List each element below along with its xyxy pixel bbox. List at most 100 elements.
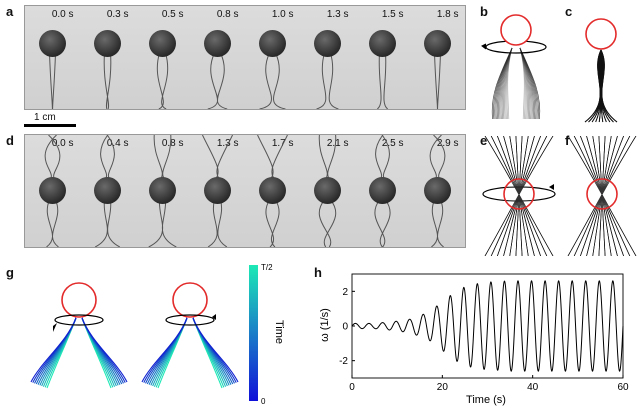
- rotation-arrow: [482, 186, 556, 202]
- photo-frame: 0.0 s: [25, 6, 81, 109]
- fiber-pair: [49, 52, 56, 109]
- sphere: [424, 177, 451, 204]
- panel-label-e: e: [480, 133, 488, 148]
- photo-frame: 0.5 s: [135, 6, 191, 109]
- panel-e-diagram: [482, 136, 556, 256]
- panel-b-diagram: [481, 14, 547, 120]
- frame-time-label: 0.8 s: [216, 9, 239, 20]
- photo-frame: 0.8 s: [135, 135, 191, 247]
- sphere: [424, 30, 451, 57]
- fiber-line: [600, 49, 618, 123]
- panel-g-diagram: T/2 0 Time: [30, 263, 285, 406]
- fiber-line: [519, 47, 532, 120]
- colorbar-top-label: T/2: [261, 263, 273, 272]
- arrow-head: [481, 43, 487, 50]
- panel-label-b: b: [480, 4, 488, 19]
- frame-time-label: 2.1 s: [326, 138, 349, 149]
- x-tick-label: 60: [617, 382, 629, 393]
- fiber-line: [567, 136, 637, 256]
- frame-time-label: 0.0 s: [51, 138, 74, 149]
- photo-frame: 1.0 s: [245, 6, 301, 109]
- panel-f-diagram: [567, 136, 637, 256]
- fiber-pair: [259, 52, 286, 109]
- photo-frame: 1.8 s: [410, 6, 465, 109]
- sphere: [149, 30, 176, 57]
- y-tick-label: 2: [342, 287, 348, 298]
- sphere: [259, 177, 286, 204]
- x-axis-label: Time (s): [466, 394, 506, 406]
- fiber-pair: [148, 135, 177, 247]
- fiber-pair: [207, 52, 228, 109]
- sphere: [94, 30, 121, 57]
- rotation-arrow: [54, 314, 104, 326]
- fiber-pair: [316, 52, 339, 109]
- chart-h: Time (s) ω (1/s) 0 20 40 60 -2 0 2: [319, 273, 629, 406]
- frame-time-label: 0.5 s: [161, 9, 184, 20]
- fiber-line: [519, 47, 526, 120]
- panel-label-f: f: [565, 133, 570, 148]
- sphere-outline: [172, 282, 208, 318]
- frame-time-label: 1.3 s: [326, 9, 349, 20]
- photo-strip-a: 0.0 s 0.3 s 0.5 s 0.8 s 1.0 s 1.3 s 1.5 s 1.8 s: [24, 5, 466, 110]
- sphere-outline: [586, 178, 618, 210]
- fiber-pair: [434, 52, 441, 109]
- panel-label-h: h: [314, 265, 322, 280]
- sphere: [314, 30, 341, 57]
- sphere: [204, 177, 231, 204]
- sphere: [94, 177, 121, 204]
- sphere: [39, 177, 66, 204]
- photo-frame: 1.5 s: [355, 6, 411, 109]
- colorbar: [249, 265, 258, 401]
- sphere-outline: [61, 282, 97, 318]
- panel-label-d: d: [6, 133, 14, 148]
- photo-frame: 0.8 s: [190, 6, 246, 109]
- sphere-outline: [500, 14, 532, 46]
- photo-frame: 2.1 s: [300, 135, 356, 247]
- sphere-outline: [503, 178, 535, 210]
- photo-frame: 2.5 s: [355, 135, 411, 247]
- panel-label-a: a: [6, 4, 14, 19]
- frame-time-label: 1.0 s: [271, 9, 294, 20]
- x-tick-label: 20: [437, 382, 449, 393]
- colorbar-title: Time: [273, 320, 285, 344]
- panel-c-diagram: [584, 18, 618, 123]
- fiber-line: [507, 47, 513, 120]
- omega-series-line: [351, 280, 624, 372]
- photo-strip-d: 0.0 s 0.4 s 0.8 s 1.3 s 1.7 s 2.1 s 2.5 s 2.9 s: [24, 134, 466, 248]
- x-tick-label: 40: [527, 382, 539, 393]
- fiber-line: [506, 47, 513, 120]
- photo-frame: 0.3 s: [80, 6, 136, 109]
- frame-time-label: 2.5 s: [381, 138, 404, 149]
- y-axis-label: ω (1/s): [319, 308, 331, 342]
- panel-label-g: g: [6, 265, 14, 280]
- sphere: [204, 30, 231, 57]
- fiber-pair: [376, 52, 389, 109]
- photo-frame: 1.7 s: [245, 135, 301, 247]
- sphere: [149, 177, 176, 204]
- fiber-line: [484, 136, 554, 256]
- photo-frame: 1.3 s: [190, 135, 246, 247]
- frame-time-label: 1.7 s: [271, 138, 294, 149]
- sphere-outline: [585, 18, 617, 50]
- sphere: [369, 30, 396, 57]
- y-tick-label: 0: [342, 322, 348, 333]
- arrow-head: [549, 184, 554, 190]
- fiber-line: [584, 49, 602, 123]
- scale-label: 1 cm: [34, 112, 56, 123]
- frame-time-label: 0.0 s: [51, 9, 74, 20]
- rotation-arrow: [165, 314, 215, 326]
- sphere: [314, 177, 341, 204]
- frame-time-label: 0.4 s: [106, 138, 129, 149]
- sphere: [259, 30, 286, 57]
- x-tick-label: 0: [349, 382, 355, 393]
- photo-frame: 1.3 s: [300, 6, 356, 109]
- fiber-pair: [156, 52, 169, 109]
- colorbar-bottom-label: 0: [261, 397, 266, 406]
- fiber-line: [491, 47, 513, 120]
- arrow-head: [212, 314, 216, 320]
- frame-time-label: 0.3 s: [106, 9, 129, 20]
- frame-time-label: 2.9 s: [436, 138, 459, 149]
- frame-time-label: 0.8 s: [161, 138, 184, 149]
- panel-label-c: c: [565, 4, 573, 19]
- frame-time-label: 1.8 s: [436, 9, 459, 20]
